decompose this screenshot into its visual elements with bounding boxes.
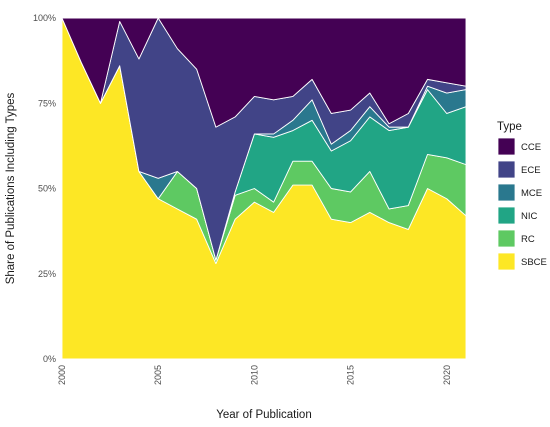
legend-swatch-cce: [497, 137, 516, 156]
legend-swatch-nic: [497, 206, 516, 225]
legend-label-nic: NIC: [521, 211, 538, 222]
area-cce: [61, 17, 467, 128]
area-layer: [61, 17, 467, 360]
y-tick-label: 50%: [38, 184, 56, 194]
legend-label-mce: MCE: [521, 188, 542, 199]
legend-label-ece: ECE: [521, 165, 541, 176]
x-tick-label: 2000: [57, 365, 67, 385]
legend-swatch-sbce: [497, 252, 516, 271]
x-axis-ticks: 2000 2005 2010 2015 2020: [57, 365, 452, 385]
legend-swatch-rc: [497, 229, 516, 248]
legend: Type CCE ECE MCE NIC RC SBCE: [497, 121, 547, 271]
legend-items: CCE ECE MCE NIC RC SBCE: [497, 137, 547, 271]
legend-swatch-mce: [497, 183, 516, 202]
y-axis-ticks: 0% 25% 50% 75% 100%: [33, 13, 56, 364]
legend-label-cce: CCE: [521, 142, 541, 153]
y-tick-label: 25%: [38, 269, 56, 279]
y-tick-label: 100%: [33, 13, 56, 23]
legend-swatch-ece: [497, 160, 516, 179]
y-tick-label: 75%: [38, 98, 56, 108]
y-axis-title: Share of Publications Including Types: [5, 92, 17, 284]
x-tick-label: 2005: [153, 365, 163, 385]
legend-title: Type: [497, 121, 522, 133]
x-axis-title: Year of Publication: [216, 409, 311, 421]
x-tick-label: 2010: [249, 365, 259, 385]
legend-label-rc: RC: [521, 234, 535, 245]
x-tick-label: 2015: [346, 365, 356, 385]
x-tick-label: 2020: [442, 365, 452, 385]
y-tick-label: 0%: [43, 354, 56, 364]
legend-label-sbce: SBCE: [521, 257, 547, 268]
